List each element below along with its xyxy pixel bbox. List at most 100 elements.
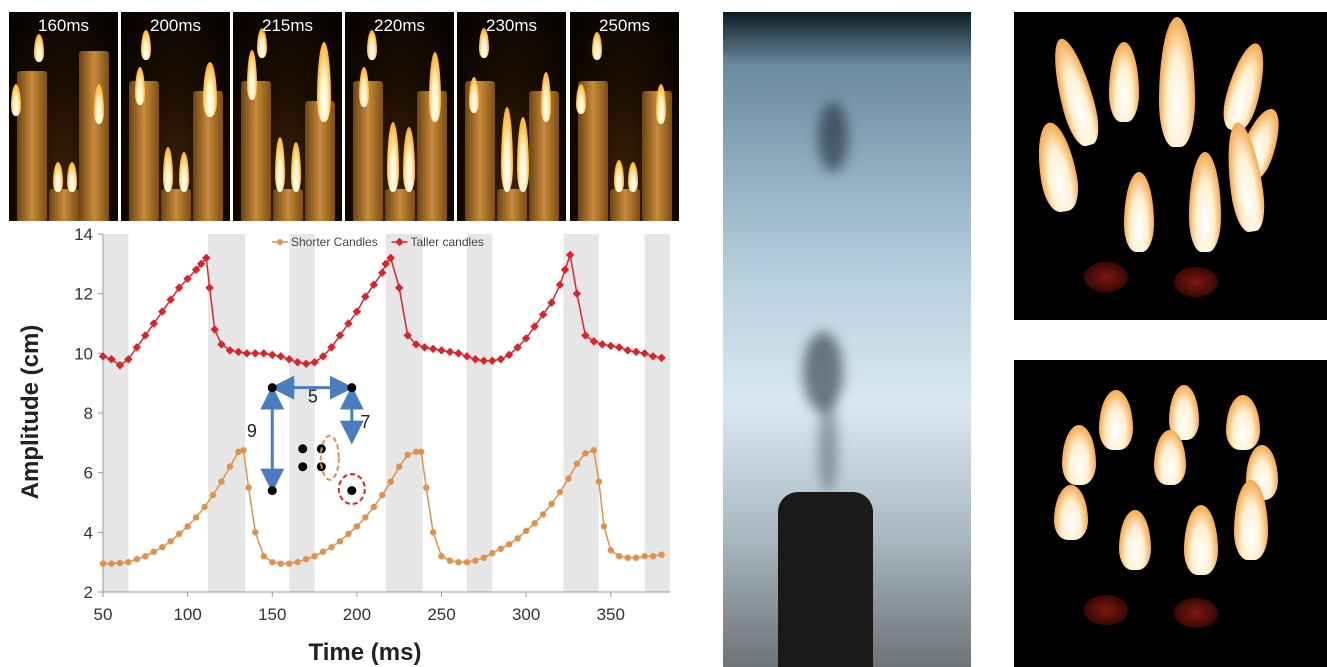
data-point	[412, 448, 420, 455]
data-point	[311, 553, 318, 560]
data-point	[166, 295, 175, 304]
chart-series	[98, 250, 666, 567]
data-point	[454, 349, 463, 358]
data-point	[336, 538, 344, 545]
x-tick-label: 350	[597, 605, 625, 624]
candle	[610, 189, 640, 221]
flame	[387, 122, 399, 192]
amplitude-time-chart: 2 4 6 8 10 12 14 50 100 150 200 250 300 350 Shorter C…	[17, 225, 670, 666]
flame	[141, 30, 151, 60]
shaded-band	[644, 234, 670, 592]
data-point	[404, 451, 411, 458]
data-point	[235, 448, 242, 455]
shaded-band	[563, 234, 599, 592]
data-point	[595, 478, 603, 485]
data-point	[428, 344, 438, 354]
flame	[592, 32, 602, 60]
flame	[1234, 480, 1268, 560]
flame	[614, 160, 624, 192]
annotation-label: 9	[247, 421, 257, 441]
data-point	[142, 553, 149, 560]
data-point	[252, 529, 259, 536]
candle	[273, 189, 303, 221]
data-point	[488, 356, 497, 366]
data-point	[555, 280, 565, 289]
y-tick-label: 8	[84, 404, 93, 423]
data-point	[446, 557, 454, 564]
flame	[203, 62, 217, 117]
data-point	[108, 560, 115, 567]
data-point	[202, 253, 211, 263]
x-tick-label: 150	[258, 605, 286, 624]
candle-base	[1084, 595, 1128, 625]
data-point	[573, 460, 581, 467]
data-point	[582, 450, 589, 457]
data-point	[115, 361, 125, 370]
data-point	[276, 352, 285, 361]
data-point	[335, 331, 345, 340]
data-point	[420, 343, 429, 352]
data-point	[641, 553, 648, 560]
data-point	[192, 514, 200, 521]
flame	[517, 117, 529, 192]
series-line	[103, 449, 662, 565]
candle-ring-photo-top	[1014, 12, 1327, 320]
y-tick-label: 6	[84, 464, 93, 483]
data-point	[167, 538, 174, 545]
flame	[1189, 152, 1221, 252]
flame	[501, 107, 513, 192]
data-point	[260, 553, 267, 560]
data-point	[242, 349, 252, 358]
data-point	[240, 447, 247, 454]
candle-frame: 160ms	[9, 12, 118, 221]
smoke-plume	[818, 402, 838, 492]
frame-time-label: 250ms	[598, 16, 651, 35]
legend-marker	[395, 237, 404, 247]
flame	[179, 152, 189, 192]
y-tick-label: 4	[84, 523, 93, 542]
shaded-band	[289, 234, 315, 592]
chart-annotations: 5 9 7	[247, 375, 370, 506]
data-point	[217, 340, 226, 349]
flame	[541, 72, 551, 122]
data-point	[125, 558, 132, 566]
data-point	[590, 447, 598, 454]
data-point	[124, 355, 133, 364]
data-point	[606, 341, 616, 351]
data-point	[497, 545, 504, 552]
data-point	[513, 343, 522, 352]
smoke-plume	[818, 102, 848, 172]
flame	[257, 28, 267, 58]
flame	[429, 52, 441, 122]
data-point	[159, 544, 166, 551]
data-point	[455, 558, 462, 566]
x-tick-label: 100	[173, 605, 201, 624]
shaded-band	[466, 234, 493, 592]
data-point	[600, 523, 608, 530]
data-point	[293, 358, 302, 367]
data-point	[489, 550, 496, 557]
data-point	[556, 488, 564, 496]
lattice-dot	[267, 383, 277, 393]
candle-frame: 250ms	[570, 12, 679, 221]
flame	[367, 30, 377, 60]
legend-label: Taller candles	[411, 235, 484, 249]
flame	[479, 28, 489, 58]
shaded-band	[385, 234, 423, 592]
lattice-dot	[347, 486, 357, 496]
data-point	[285, 560, 293, 567]
red-dashed-ellipse	[337, 473, 366, 506]
data-point	[327, 343, 336, 352]
data-point	[218, 478, 225, 485]
flame	[656, 84, 666, 124]
y-tick-label: 10	[74, 344, 93, 363]
candle	[161, 189, 191, 221]
flame	[317, 42, 331, 122]
data-point	[387, 478, 394, 485]
candle-frame: 215ms	[233, 12, 342, 221]
candle	[17, 71, 47, 221]
data-point	[184, 523, 191, 530]
annotation-label: 7	[360, 412, 370, 432]
data-point	[522, 527, 530, 535]
data-point	[132, 343, 142, 352]
